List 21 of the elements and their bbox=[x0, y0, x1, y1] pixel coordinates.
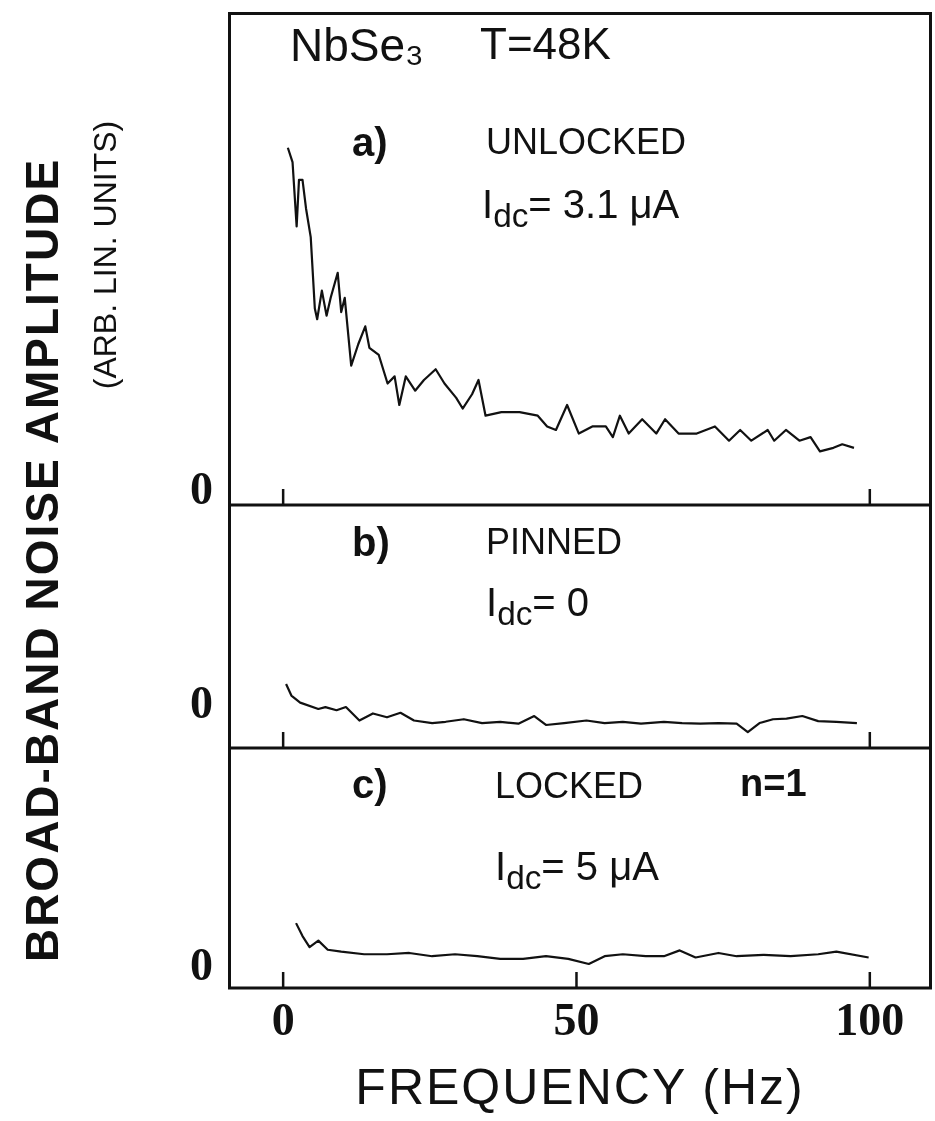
text: c) bbox=[352, 762, 388, 806]
text: n=1 bbox=[740, 762, 807, 804]
text: 0 bbox=[190, 463, 213, 514]
x-tick-label: 100 bbox=[835, 994, 905, 1046]
annotation: a) bbox=[352, 120, 388, 164]
annotation: I$_{dc}$= 3.1 μA bbox=[482, 182, 680, 234]
chart-title: NbSe₃ bbox=[290, 19, 424, 71]
y-axis-title: BROAD-BAND NOISE AMPLITUDE bbox=[16, 157, 68, 963]
text: I$_{dc}$= 0 bbox=[486, 580, 590, 632]
x-tick-label: 50 bbox=[553, 994, 600, 1046]
text: I$_{dc}$= 5 μA bbox=[495, 844, 659, 896]
x-axis-title: FREQUENCY (Hz) bbox=[355, 1059, 805, 1115]
text: LOCKED bbox=[495, 765, 644, 806]
text: 0 bbox=[190, 939, 213, 990]
text: (ARB. LIN. UNITS) bbox=[87, 120, 123, 390]
text: 0 bbox=[190, 677, 213, 728]
annotation: UNLOCKED bbox=[486, 121, 687, 162]
x-tick-label: 0 bbox=[271, 994, 295, 1046]
text: b) bbox=[352, 520, 390, 564]
chart-subtitle: T=48K bbox=[480, 19, 611, 68]
text: PINNED bbox=[486, 521, 623, 562]
